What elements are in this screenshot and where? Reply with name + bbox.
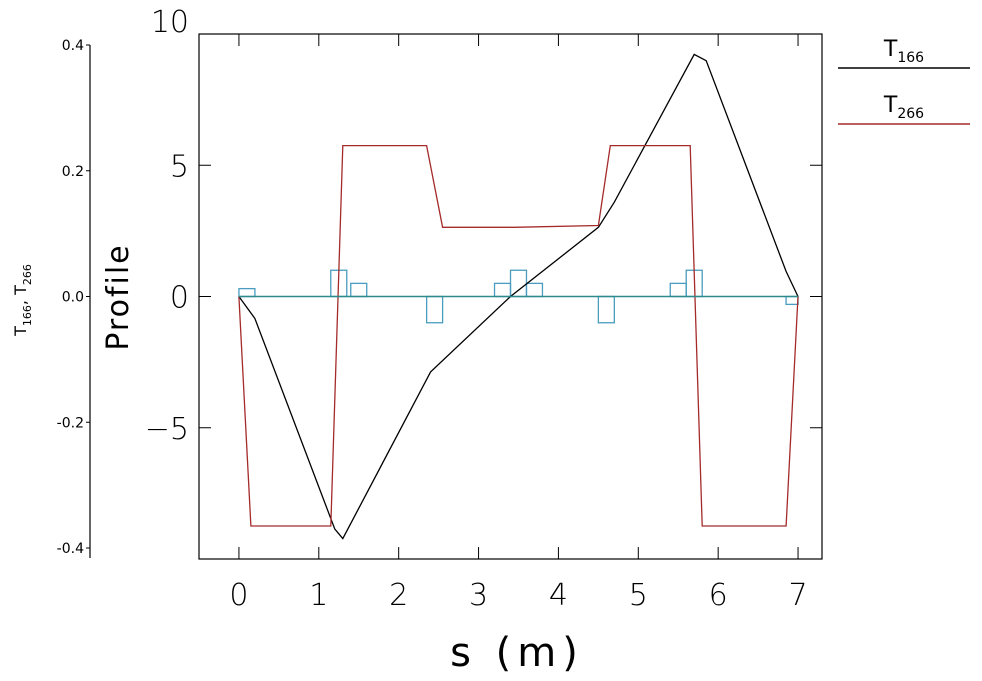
y2-tick-label: 0.2 [62,164,84,180]
x-axis-title: s (m) [450,630,584,676]
y2-tick-label: -0.4 [57,541,84,557]
legend-label: T266 [883,93,924,122]
x-tick-label: 4 [549,578,568,613]
y-tick-label: 0 [170,281,189,316]
y-tick-label: −5 [145,412,189,447]
y-axis-title: Profile [101,243,136,350]
x-tick-label: 5 [629,578,648,613]
profile-block [493,282,512,298]
y2-tick-label: 0.4 [62,38,84,54]
profile-block [350,282,368,298]
x-tick-label: 0 [229,578,248,613]
profile-block [509,269,528,298]
y-tick-label: 10 [151,5,189,40]
x-tick-label: 3 [469,578,488,613]
x-tick-label: 2 [389,578,408,613]
x-tick-label: 6 [709,578,728,613]
profile-block [597,295,615,324]
legend-label: T166 [883,37,924,66]
profile-block [785,295,799,306]
profile-block [525,282,544,298]
y-tick-label: 5 [170,149,189,184]
x-tick-label: 7 [788,578,807,613]
profile-block [669,282,687,298]
series-line-t166 [238,53,799,540]
series-line-t266 [238,144,799,527]
y2-axis-title: T166, T266 [11,264,34,337]
y2-tick-label: 0.0 [62,290,84,306]
y2-tick-label: -0.2 [57,415,84,431]
profile-block [425,295,444,324]
profile-block [238,287,256,298]
x-tick-label: 1 [309,578,328,613]
